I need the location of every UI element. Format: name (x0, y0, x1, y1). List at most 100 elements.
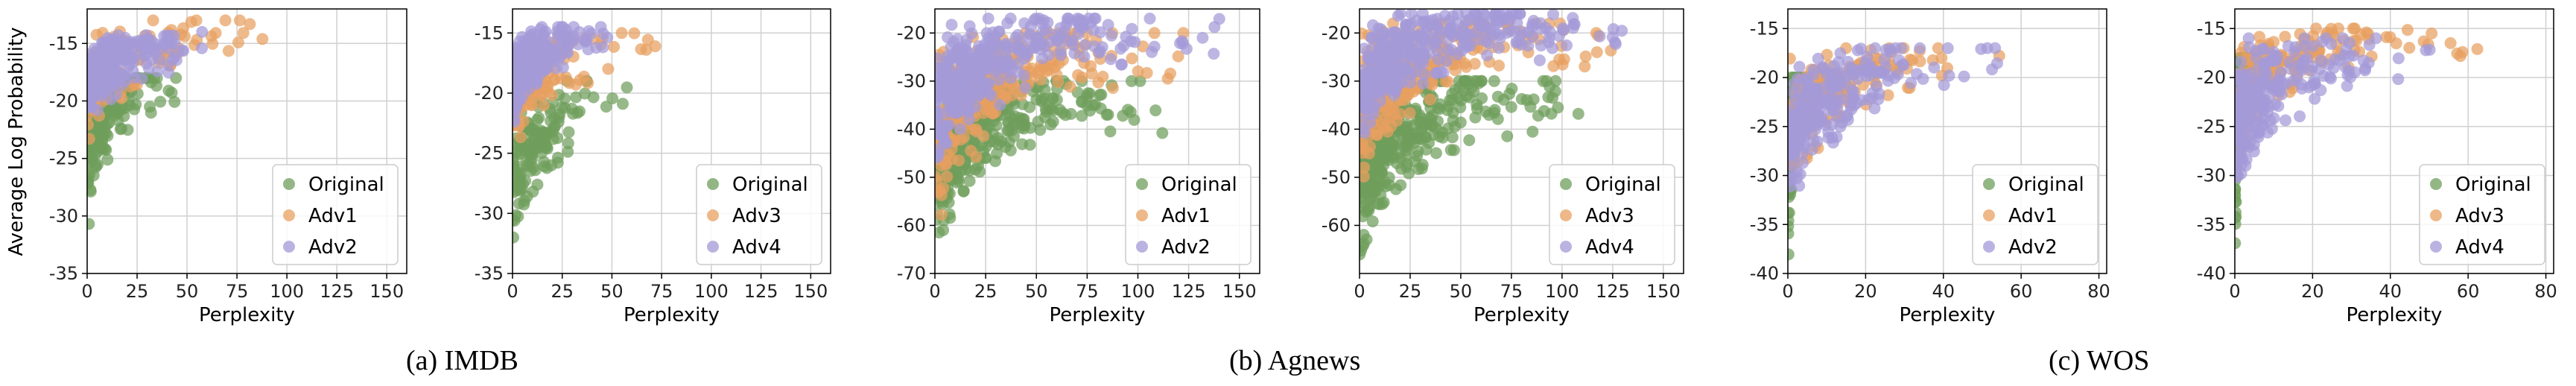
point-adv2 (1856, 94, 1868, 107)
point-adv4 (2300, 51, 2313, 64)
point-adv1 (965, 145, 977, 157)
x-tick-label: 125 (1596, 281, 1630, 302)
point-adv4 (534, 23, 547, 36)
point-original (1505, 101, 1517, 113)
y-tick-label: -40 (2197, 263, 2226, 284)
point-adv4 (1567, 22, 1579, 34)
point-adv3 (2401, 24, 2414, 37)
point-adv4 (2347, 49, 2360, 62)
point-adv2 (1831, 66, 1844, 79)
point-adv2 (115, 79, 127, 92)
legend-box (1125, 164, 1251, 265)
point-adv3 (1360, 161, 1371, 174)
point-adv2 (1117, 39, 1130, 52)
y-tick-label: -35 (1750, 214, 1779, 235)
point-adv3 (2384, 31, 2396, 43)
point-adv3 (2426, 27, 2438, 39)
point-original (1040, 105, 1053, 118)
point-adv2 (1879, 43, 1892, 56)
point-original (1491, 90, 1504, 103)
point-adv4 (1502, 10, 1514, 23)
y-tick-label: -30 (1322, 71, 1351, 92)
point-adv2 (935, 148, 945, 160)
point-adv4 (1390, 26, 1403, 39)
point-adv2 (1833, 56, 1845, 69)
point-original (1134, 75, 1146, 87)
x-tick-label: 0 (81, 281, 92, 302)
legend-marker (707, 178, 719, 190)
point-adv3 (517, 115, 530, 127)
point-original (1128, 113, 1141, 126)
x-tick-label: 0 (1354, 281, 1365, 302)
y-tick-label: -20 (897, 22, 926, 43)
point-adv3 (2456, 45, 2469, 58)
point-adv4 (578, 34, 591, 46)
point-adv1 (219, 14, 232, 27)
point-adv1 (935, 209, 948, 221)
point-adv4 (1561, 39, 1573, 51)
point-adv3 (1441, 75, 1454, 88)
point-adv2 (1022, 31, 1035, 43)
point-adv4 (1360, 102, 1373, 115)
point-adv2 (196, 42, 208, 54)
point-adv2 (1036, 25, 1049, 38)
point-original (1380, 180, 1392, 193)
point-adv1 (1882, 89, 1894, 101)
point-adv2 (1851, 44, 1864, 57)
x-tick-label: 0 (929, 281, 940, 302)
point-original (1488, 107, 1500, 119)
point-adv2 (1938, 79, 1950, 92)
legend-marker (1983, 178, 1995, 190)
point-adv2 (1905, 77, 1917, 89)
point-adv2 (1788, 180, 1796, 193)
point-adv1 (244, 18, 256, 31)
point-original (1104, 125, 1117, 138)
point-adv4 (1433, 25, 1446, 37)
legend-marker (1136, 178, 1148, 190)
point-adv4 (2349, 66, 2361, 78)
x-tick-label: 100 (694, 281, 729, 302)
point-adv2 (965, 27, 978, 39)
point-original (1360, 229, 1370, 241)
x-tick-label: 50 (1025, 281, 1048, 302)
point-adv4 (1435, 66, 1447, 77)
point-adv3 (1424, 93, 1436, 106)
point-adv4 (1430, 37, 1443, 49)
point-adv4 (2237, 129, 2250, 142)
point-adv4 (1470, 26, 1482, 39)
y-tick-label: -35 (475, 263, 504, 284)
point-original (1788, 220, 1795, 232)
point-adv2 (1062, 15, 1075, 28)
point-adv2 (1834, 120, 1847, 133)
point-adv4 (545, 45, 557, 58)
point-adv3 (2268, 36, 2280, 48)
point-adv4 (2270, 54, 2282, 67)
point-adv2 (1788, 113, 1798, 126)
x-tick-label: 125 (744, 281, 778, 302)
point-adv2 (97, 37, 110, 48)
point-adv3 (1553, 53, 1566, 66)
point-adv1 (935, 184, 946, 197)
legend-marker (707, 241, 719, 253)
point-original (1415, 162, 1428, 175)
point-adv2 (146, 53, 159, 66)
x-tick-label: 50 (600, 281, 624, 302)
y-tick-label: -60 (897, 215, 926, 235)
point-adv3 (548, 74, 560, 86)
point-adv4 (513, 45, 520, 58)
panel-2: 0 25 50 75 100 125 150 -35 -30 -25 -20 -15 Perplexit… (475, 8, 831, 326)
point-adv1 (205, 30, 218, 42)
y-tick-label: -40 (897, 118, 926, 139)
point-adv2 (1812, 115, 1824, 127)
point-adv4 (2294, 110, 2306, 123)
point-adv1 (1141, 66, 1153, 79)
legend-marker (1560, 178, 1572, 190)
point-adv3 (538, 99, 550, 112)
point-adv2 (1096, 41, 1108, 54)
point-adv4 (1360, 127, 1371, 139)
point-adv3 (1360, 27, 1368, 39)
point-original (1430, 147, 1442, 159)
point-adv2 (1078, 51, 1091, 63)
point-adv4 (1386, 59, 1398, 72)
